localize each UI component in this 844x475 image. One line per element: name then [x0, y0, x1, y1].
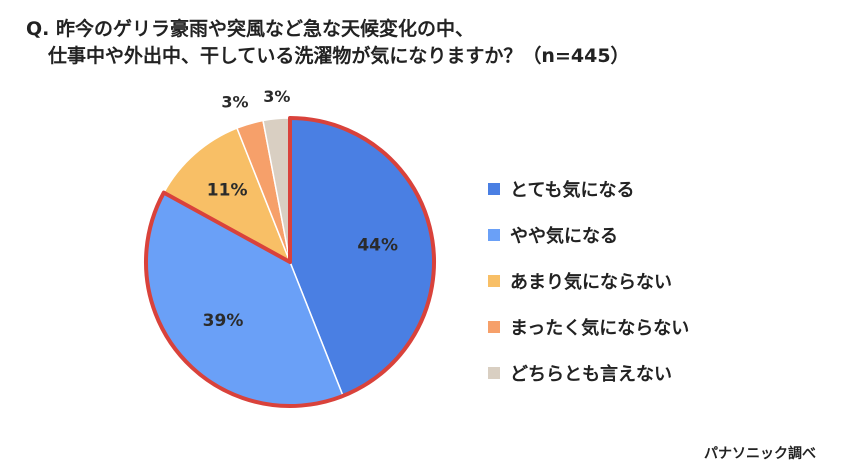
legend-item-1: とても気になる: [488, 166, 689, 212]
slice-3: [162, 127, 292, 264]
chart-legend: とても気になる やや気になるあまり気にならない まったく気にならない どちらとも言えな…: [488, 166, 689, 396]
highlight-outline-path: [144, 116, 436, 408]
legend-label-2: やや気になる: [510, 226, 618, 247]
source-note: パナソニック調べ: [704, 446, 816, 462]
slice-label-2: 39%: [203, 311, 244, 331]
legend-item-5: どちらとも言えない: [488, 350, 689, 396]
legend-label-3: あまり気にならない: [510, 272, 672, 293]
legend-item-4: まったく気にならない: [488, 304, 689, 350]
chart-title-line-1: Q. 昨今のゲリラ豪雨や突風など急な天候変化の中、: [26, 18, 474, 40]
legend-swatch-5: [488, 367, 500, 379]
legend-swatch-2: [488, 229, 500, 241]
legend-item-3: あまり気にならない: [488, 258, 689, 304]
slice-label-4: 3%: [221, 93, 248, 112]
highlight-outline: [144, 116, 436, 408]
slice-labels: 44% 39% 11% 3% 3%: [203, 87, 398, 331]
chart-title-line-2: 仕事中や外出中、干している洗濯物が気になりますか？（n=445）: [48, 45, 630, 67]
legend-swatch-1: [488, 183, 500, 195]
legend-label-1: とても気になる: [510, 180, 635, 201]
legend-label-4: まったく気にならない: [510, 318, 690, 339]
legend-item-2: やや気になる: [488, 212, 689, 258]
chart-title: Q. 昨今のゲリラ豪雨や突風など急な天候変化の中、 仕事中や外出中、干している洗…: [26, 16, 630, 70]
slice-label-1: 44%: [357, 235, 398, 255]
slice-label-5: 3%: [263, 87, 290, 106]
legend-swatch-4: [488, 321, 500, 333]
legend-label-5: どちらとも言えない: [510, 364, 672, 385]
slice-label-3: 11%: [207, 181, 248, 201]
legend-swatch-3: [488, 275, 500, 287]
